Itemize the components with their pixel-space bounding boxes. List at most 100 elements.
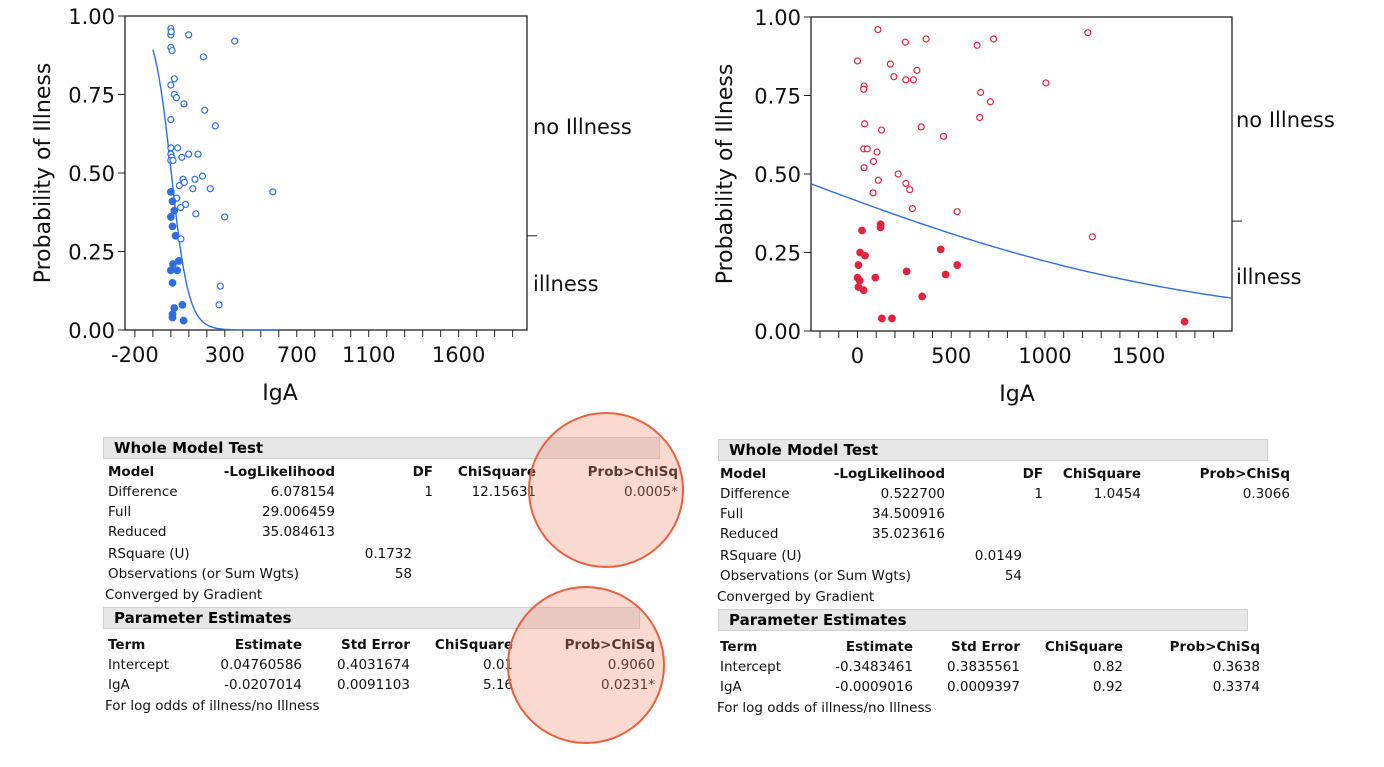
table-value: 0.3374 [1212, 679, 1260, 695]
point-no-illness [874, 25, 882, 34]
column-header: Prob>ChiSq [1169, 639, 1260, 655]
point-illness [936, 245, 945, 254]
row-label: Reduced [108, 524, 167, 540]
point-no-illness [185, 31, 193, 39]
y-axis-label: Probability of Illness [713, 64, 738, 285]
x-tick-label: 300 [205, 343, 245, 367]
column-header: ChiSquare [1062, 466, 1141, 482]
point-illness [877, 314, 886, 323]
parameter-estimates-header[interactable]: Parameter Estimates [718, 609, 1248, 631]
point-illness [170, 304, 179, 312]
point-no-illness [191, 175, 199, 183]
y-tick-label: 1.00 [754, 6, 801, 30]
point-illness [166, 266, 175, 275]
point-illness [902, 267, 911, 276]
table-value: 1.0454 [1093, 486, 1141, 502]
table-value: -0.0207014 [224, 677, 302, 693]
point-illness [168, 279, 177, 287]
point-no-illness [894, 170, 902, 178]
column-header: Term [108, 637, 146, 653]
table-value: 34.500916 [871, 506, 945, 522]
whole-model-test-header[interactable]: Whole Model Test [718, 439, 1268, 461]
x-tick-label: 500 [931, 344, 971, 368]
row-label: IgA [720, 679, 742, 695]
point-no-illness [976, 113, 984, 122]
row-label: Intercept [720, 659, 781, 675]
y-tick-label: 0.00 [754, 320, 801, 344]
point-illness [953, 261, 962, 269]
point-no-illness [198, 172, 207, 180]
rsquare-label: RSquare (U) [108, 546, 190, 562]
x-axis-label: IgA [999, 382, 1035, 407]
y-axis-label: Probability of Illness [31, 63, 56, 284]
y-tick-label: 0.00 [68, 319, 115, 343]
point-no-illness [178, 153, 186, 161]
point-no-illness [886, 60, 894, 68]
point-no-illness [167, 144, 175, 152]
significance-highlight-circle [507, 586, 665, 744]
table-value: 0.0091103 [336, 677, 410, 693]
plot-frame [810, 16, 1233, 332]
converged-note: Converged by Gradient [717, 589, 875, 605]
point-no-illness [192, 210, 200, 218]
x-tick-label: -200 [111, 343, 159, 367]
table-value: 29.006459 [261, 504, 335, 520]
column-header: Term [720, 639, 758, 655]
table-value: 5.16 [482, 677, 513, 693]
point-illness [168, 313, 177, 322]
rsquare-label: RSquare (U) [720, 548, 802, 564]
column-header: Std Error [950, 639, 1020, 655]
table-value: -0.3483461 [835, 659, 913, 675]
row-label: Full [720, 506, 744, 522]
x-tick-label: 0 [851, 344, 864, 368]
whole-model-test-header[interactable]: Whole Model Test [103, 437, 660, 459]
point-no-illness [877, 126, 886, 134]
point-illness [861, 251, 869, 260]
category-label-no-illness: no Illness [533, 115, 632, 139]
plot-2: 0.00 0.25 0.50 0.75 1.00 0 500 1000 1500 IgA Proba… [713, 6, 1335, 407]
point-no-illness [939, 132, 948, 140]
table-value: 35.023616 [871, 526, 945, 542]
point-no-illness [172, 94, 181, 102]
plot-1: 0.00 0.25 0.50 0.75 1.00 -200 300 700 1100 1600 Ig… [31, 5, 632, 406]
table-value: 0.92 [1092, 679, 1123, 695]
point-no-illness [167, 116, 175, 124]
category-label-no-illness: no Illness [1236, 108, 1335, 132]
row-label: Intercept [108, 657, 169, 673]
point-illness [1180, 317, 1189, 326]
point-illness [173, 266, 182, 275]
point-illness [168, 222, 177, 231]
point-no-illness [977, 88, 985, 96]
point-no-illness [922, 35, 930, 43]
point-no-illness [175, 181, 183, 190]
point-illness [855, 276, 864, 285]
point-no-illness [863, 145, 871, 153]
point-no-illness [1084, 29, 1092, 37]
point-no-illness [869, 157, 878, 166]
point-no-illness [201, 106, 209, 114]
point-no-illness [180, 100, 188, 108]
table-value: 1 [424, 484, 433, 500]
point-no-illness [269, 188, 277, 196]
column-header: ChiSquare [434, 637, 513, 653]
point-illness [876, 223, 885, 232]
converged-note: Converged by Gradient [105, 587, 263, 603]
point-no-illness [215, 301, 223, 309]
table-value: 0.0009397 [946, 679, 1020, 695]
point-no-illness [168, 46, 176, 55]
y-tick-label: 0.25 [754, 242, 801, 266]
rsquare-value: 0.0149 [974, 548, 1022, 564]
point-no-illness [211, 122, 219, 130]
column-header: ChiSquare [1044, 639, 1123, 655]
point-no-illness [902, 179, 910, 188]
y-tick-label: 0.75 [754, 85, 801, 109]
parameter-estimates-header[interactable]: Parameter Estimates [103, 607, 640, 629]
point-illness [166, 213, 175, 221]
point-no-illness [170, 75, 178, 83]
point-no-illness [890, 73, 898, 81]
point-no-illness [1042, 79, 1050, 87]
point-illness [871, 273, 880, 282]
x-tick-label: 700 [277, 343, 317, 367]
table-value: 6.078154 [270, 484, 335, 500]
point-no-illness [176, 203, 185, 212]
